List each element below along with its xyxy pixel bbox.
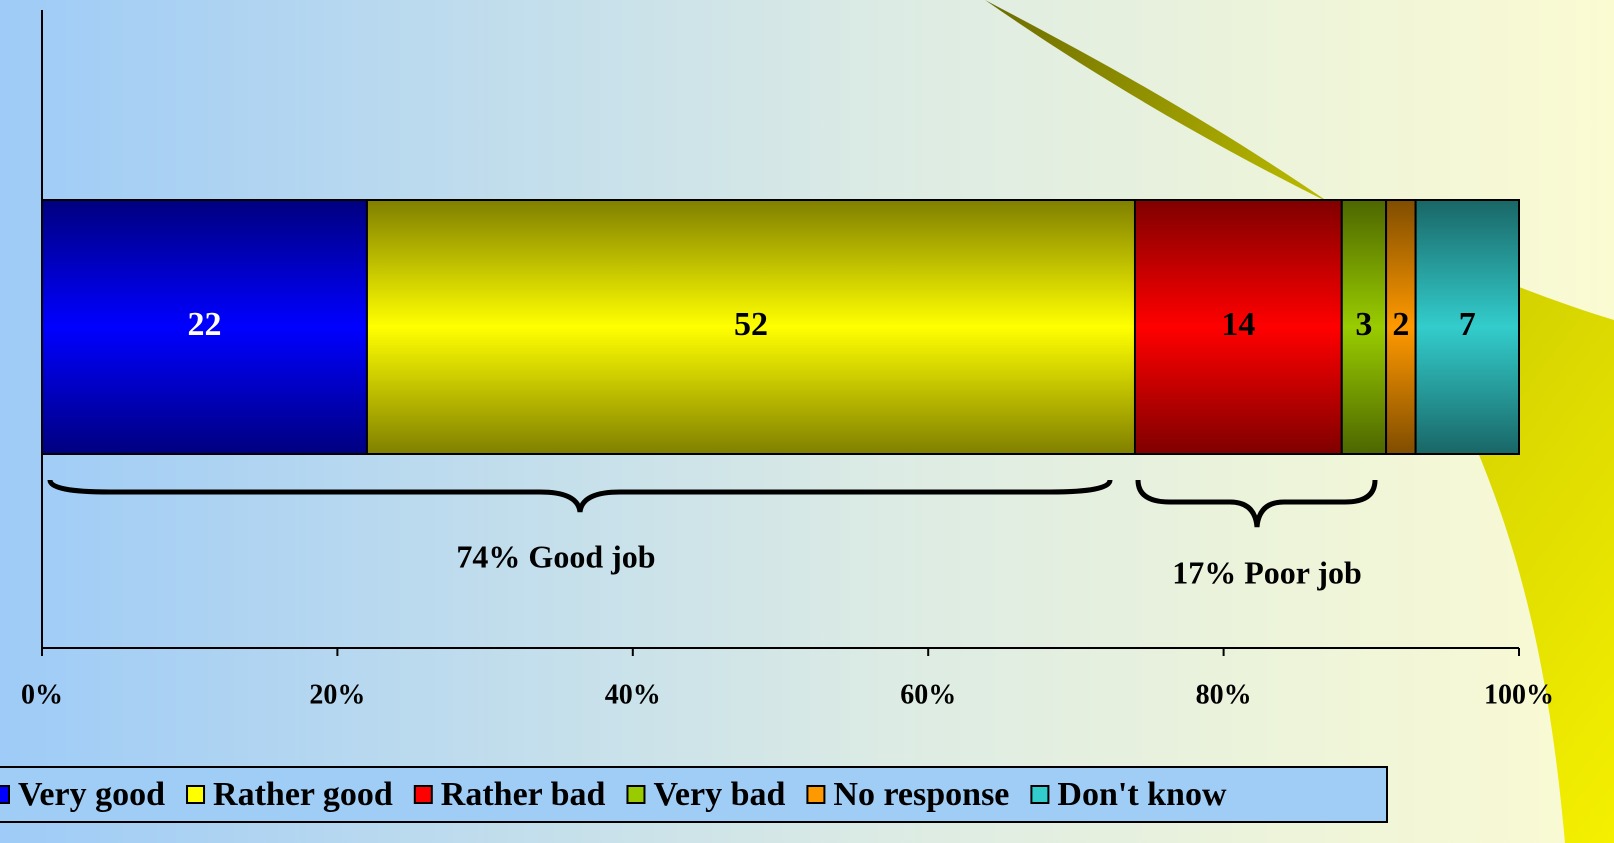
page: {"chart_data": {"type": "stacked-bar-hor… — [0, 0, 1614, 843]
legend-marker — [807, 786, 824, 803]
x-tick-label: 80% — [1196, 679, 1252, 710]
legend-label: No response — [833, 776, 1009, 813]
legend-marker — [187, 786, 204, 803]
legend-marker — [627, 786, 644, 803]
legend-marker — [1031, 786, 1048, 803]
data-label: 22 — [187, 306, 221, 343]
chart: 74% Good job 17% Poor job 0% 20% 40% 60% 80%… — [0, 0, 1614, 843]
data-label: 3 — [1355, 306, 1372, 343]
data-label: 2 — [1392, 306, 1409, 343]
x-tick-label: 60% — [900, 679, 956, 710]
legend-label: Rather bad — [441, 776, 606, 813]
x-tick-label: 0% — [21, 679, 63, 710]
x-tick-label: 100% — [1484, 679, 1554, 710]
legend-label: Don't know — [1057, 776, 1227, 813]
legend-label: Very bad — [653, 776, 785, 813]
legend-label: Very good — [18, 776, 165, 813]
legend-label: Rather good — [213, 776, 393, 813]
x-tick-label: 40% — [605, 679, 661, 710]
legend-marker — [0, 786, 9, 803]
data-label: 7 — [1459, 306, 1476, 343]
annotation: 17% Poor job — [1172, 554, 1362, 590]
x-tick-label: 20% — [309, 679, 365, 710]
legend-marker — [415, 786, 432, 803]
annotation: 74% Good job — [456, 538, 655, 574]
data-label: 14 — [1221, 306, 1255, 343]
data-label: 52 — [734, 306, 768, 343]
